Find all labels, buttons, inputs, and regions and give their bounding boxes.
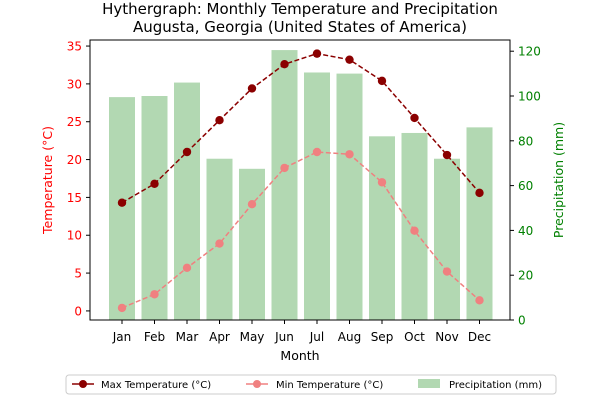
min-temp-point-jul [312,147,322,157]
x-tick-label-apr: Apr [209,330,230,344]
max-temp-point-jul [312,49,322,58]
right-y-axis-label: Precipitation (mm) [551,122,566,238]
min-temp-point-oct [410,226,419,235]
x-tick-label-sep: Sep [371,330,394,344]
legend-item-min-temp: Min Temperature (°C) [246,380,383,391]
plot-frame [89,39,511,321]
left-y-tick-label-0: 0 [74,304,82,318]
x-axis-ticks: Jan Feb Mar Apr May Jun Jul Aug Sep Oct Nov Dec [112,320,491,344]
max-temp-point-may [247,84,257,93]
right-y-tick-label-100: 100 [518,90,541,104]
min-temp-point-dec [475,296,484,305]
max-temp-point-oct [410,113,419,123]
precipitation-bar-jul [304,72,330,320]
precipitation-bar-mar [174,82,200,320]
x-tick-label-mar: Mar [176,330,199,344]
precipitation-bar-jun [271,50,298,321]
precipitation-bars [109,50,493,321]
x-tick-label-jul: Jul [309,330,324,344]
x-tick-label-jan: Jan [112,330,132,344]
min-temp-point-feb [150,290,159,299]
legend-max-temp-label: Max Temperature (°C) [101,380,211,391]
left-y-axis-label: Temperature (°C) [40,126,55,235]
chart-title: Hythergraph: Monthly Temperature and Pre… [102,0,498,18]
x-tick-label-may: May [240,330,265,344]
precipitation-bar-dec [466,127,493,320]
left-y-tick-label-30: 30 [67,77,82,91]
x-tick-label-feb: Feb [144,330,165,344]
max-temp-point-aug [345,55,354,64]
min-temp-point-nov [442,267,452,276]
precipitation-bar-jan [109,97,135,321]
min-temp-point-mar [182,263,192,272]
min-temp-point-may [247,200,257,209]
min-temp-point-apr [215,239,224,248]
right-y-tick-label-120: 120 [518,45,541,59]
min-temp-series-line [121,151,480,309]
left-y-tick-label-25: 25 [67,115,82,129]
precipitation-bar-apr [206,158,233,320]
left-y-tick-label-35: 35 [67,40,82,54]
left-y-tick-label-20: 20 [67,153,82,167]
legend-max-temp-marker [79,380,87,388]
precipitation-bar-feb [141,96,168,320]
right-y-axis-ticks: 0 20 40 60 80 100 120 [510,45,541,328]
max-temp-series-line [121,52,481,204]
x-tick-label-oct: Oct [404,330,425,344]
precipitation-bar-nov [434,158,460,320]
x-tick-label-jun: Jun [274,330,294,344]
precipitation-bar-oct [401,132,428,320]
max-temp-point-nov [442,150,452,160]
min-temp-point-sep [377,178,387,187]
max-temp-point-mar [182,147,192,157]
max-temp-point-feb [150,179,159,188]
x-axis-label: Month [280,348,319,363]
left-y-tick-label-5: 5 [74,267,82,281]
right-y-tick-label-60: 60 [518,179,533,193]
right-y-tick-label-20: 20 [518,269,533,283]
max-temp-point-dec [475,188,484,198]
right-y-tick-label-80: 80 [518,134,533,148]
right-y-tick-label-40: 40 [518,224,533,238]
legend-min-temp-marker [253,380,261,388]
left-y-axis-ticks: 0 5 10 15 20 25 30 35 [67,40,90,318]
x-tick-label-nov: Nov [435,330,458,344]
min-temp-point-jan [117,303,127,313]
temperature-lines [117,49,484,313]
min-temp-point-jun [280,163,289,173]
precipitation-bar-aug [336,73,363,320]
left-y-tick-label-10: 10 [67,229,82,243]
legend-precipitation-swatch [418,379,440,388]
precipitation-bar-may [239,168,265,320]
legend-precipitation-label: Precipitation (mm) [449,380,542,391]
left-y-tick-label-15: 15 [67,191,82,205]
legend-item-precipitation: Precipitation (mm) [418,379,542,391]
right-y-tick-label-0: 0 [518,314,526,328]
max-temp-point-sep [377,76,387,86]
x-tick-label-aug: Aug [338,330,361,344]
min-temp-point-aug [345,150,354,159]
chart-subtitle: Augusta, Georgia (United States of Ameri… [133,18,467,36]
max-temp-point-apr [215,116,224,125]
legend-min-temp-label: Min Temperature (°C) [276,380,383,391]
max-temp-point-jun [280,60,289,69]
legend: Max Temperature (°C) Min Temperature (°C… [65,374,557,395]
max-temp-point-jan [117,198,127,207]
plot-area-border [89,39,511,321]
legend-item-max-temp: Max Temperature (°C) [72,380,211,391]
precipitation-bar-sep [369,136,395,320]
x-tick-label-dec: Dec [468,330,491,344]
